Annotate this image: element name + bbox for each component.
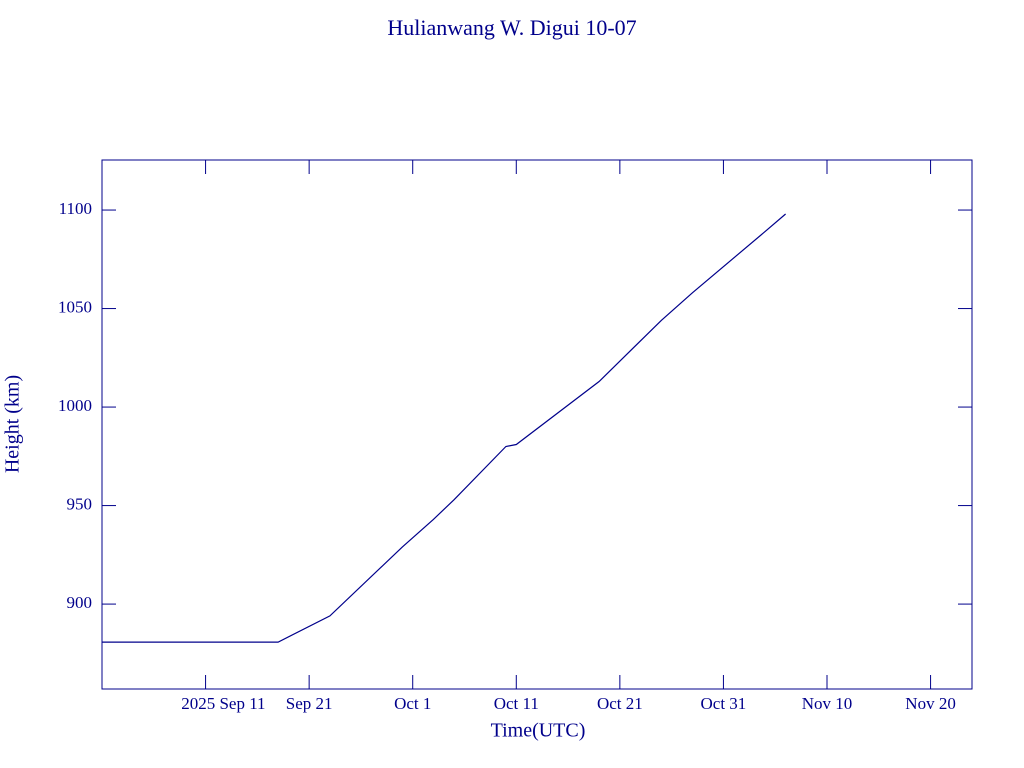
x-tick-label: 2025 Sep 11 xyxy=(181,694,265,713)
y-tick-label: 950 xyxy=(67,494,93,513)
x-tick-label: Nov 10 xyxy=(802,694,853,713)
y-tick-label: 900 xyxy=(67,593,93,612)
x-tick-label: Oct 31 xyxy=(701,694,747,713)
x-tick-label: Oct 1 xyxy=(394,694,431,713)
x-tick-label: Sep 21 xyxy=(286,694,333,713)
x-tick-label: Nov 20 xyxy=(905,694,956,713)
plot-frame xyxy=(101,159,973,690)
y-tick-label: 1000 xyxy=(58,396,92,415)
y-tick-label: 1100 xyxy=(59,199,92,218)
x-tick-label: Oct 11 xyxy=(494,694,539,713)
chart-title: Hulianwang W. Digui 10-07 xyxy=(387,15,636,40)
x-tick-label: Oct 21 xyxy=(597,694,643,713)
y-axis-label: Height (km) xyxy=(2,375,24,473)
y-tick-label: 1050 xyxy=(58,297,92,316)
x-axis-label: Time(UTC) xyxy=(491,720,586,742)
data-line xyxy=(102,213,786,643)
